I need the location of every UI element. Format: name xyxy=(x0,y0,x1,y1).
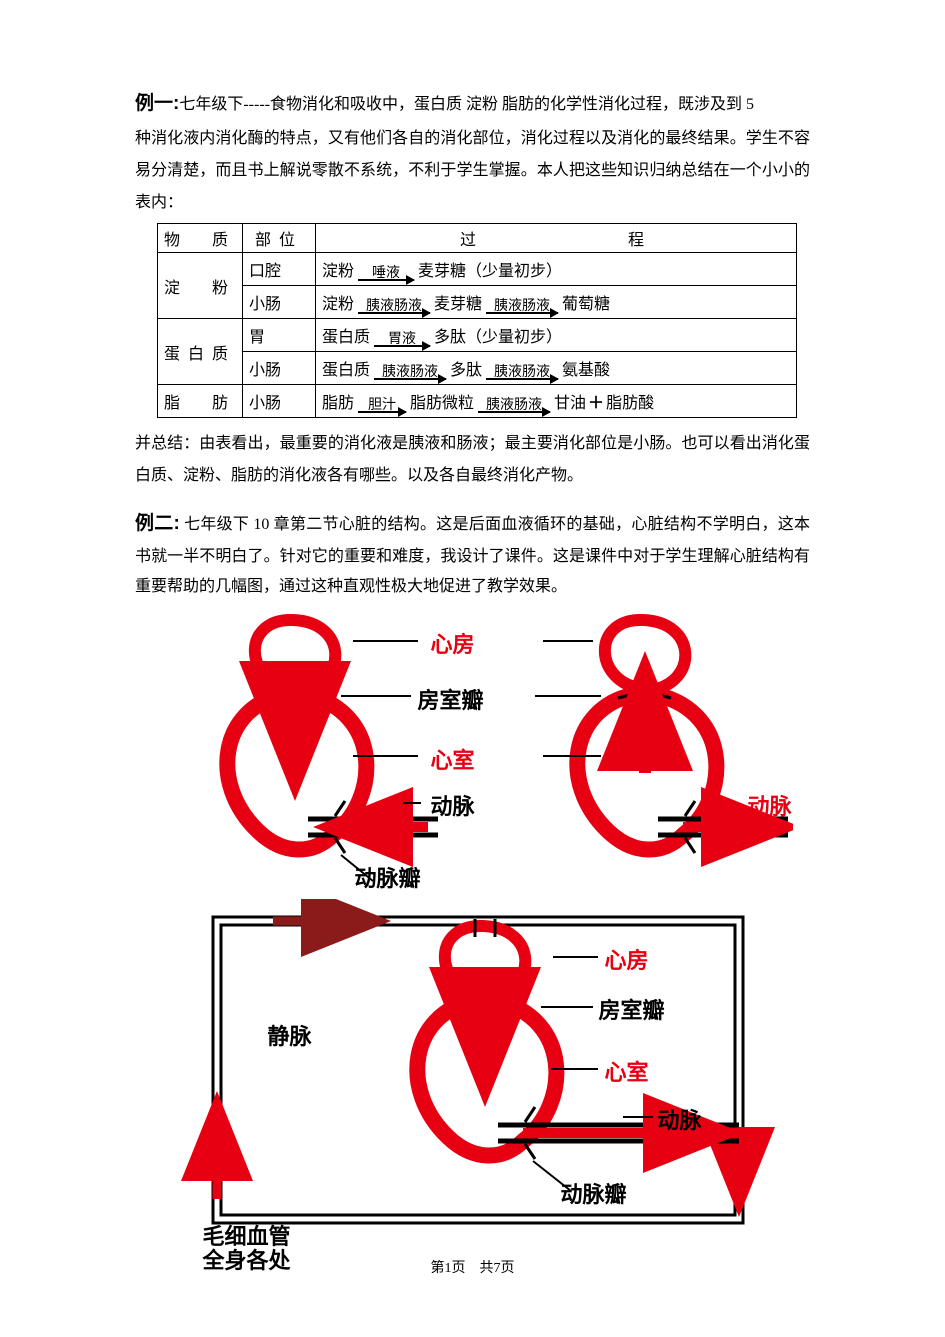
cell-site: 小肠 xyxy=(243,385,316,418)
step-text: 麦芽糖（少量初步） xyxy=(418,257,562,281)
label-artery: 动脉 xyxy=(431,789,475,821)
label-artery2: 动脉 xyxy=(658,1103,702,1135)
table-row: 淀 粉 口腔 淀粉 唾液 麦芽糖（少量初步） xyxy=(158,253,797,286)
cell-substance: 淀 粉 xyxy=(158,253,243,319)
digestion-table: 物 质 部位 过 程 淀 粉 口腔 淀粉 唾液 麦芽糖（少量初步） 小肠 淀粉 xyxy=(157,223,797,418)
label-atrium2: 心房 xyxy=(605,943,649,975)
table-row: 小肠 蛋白质 胰液肠液 多肽 胰液肠液 氨基酸 xyxy=(158,352,797,385)
label-av-valve: 房室瓣 xyxy=(418,683,484,715)
reaction-arrow: 胰液肠液 xyxy=(374,366,446,380)
label-artery-valve2: 动脉瓣 xyxy=(561,1177,627,1209)
th-site: 部位 xyxy=(243,224,316,253)
step-text: 脂肪酸 xyxy=(606,389,654,413)
reaction-arrow: 唾液 xyxy=(358,267,414,281)
label-ventricle2: 心室 xyxy=(605,1055,649,1087)
reaction-arrow: 胃液 xyxy=(374,333,430,347)
step-text: 氨基酸 xyxy=(562,356,610,380)
process-flow: 蛋白质 胃液 多肽（少量初步） xyxy=(322,321,790,349)
plus-sign: ＋ xyxy=(588,389,604,413)
cell-substance: 蛋白质 xyxy=(158,319,243,385)
cell-process: 蛋白质 胃液 多肽（少量初步） xyxy=(316,319,797,352)
ex1-label: 例一: xyxy=(135,93,179,114)
ex2-label: 例二: xyxy=(135,513,180,534)
ex2-intro-text: 七年级下 10 章第二节心脏的结构。这是后面血液循环的基础，心脏结构不学明白，这… xyxy=(135,516,810,595)
page-footer: 第1页 共7页 xyxy=(0,1257,945,1277)
step-text: 葡萄糖 xyxy=(562,290,610,314)
step-text: 淀粉 xyxy=(322,257,354,281)
page: 例一:七年级下-----食物消化和吸收中，蛋白质 淀粉 脂肪的化学性消化过程，既… xyxy=(0,0,945,1299)
label-av-valve2: 房室瓣 xyxy=(599,993,665,1025)
label-atrium: 心房 xyxy=(431,627,475,659)
cell-site: 胃 xyxy=(243,319,316,352)
step-text: 多肽（少量初步） xyxy=(434,323,562,347)
table-header-row: 物 质 部位 过 程 xyxy=(158,224,797,253)
step-text: 麦芽糖 xyxy=(434,290,482,314)
step-text: 脂肪 xyxy=(322,389,354,413)
ex2-intro: 例二: 七年级下 10 章第二节心脏的结构。这是后面血液循环的基础，心脏结构不学… xyxy=(135,506,810,603)
heart-diagram-bottom: 静脉 心房 房室瓣 心室 动脉 动脉瓣 毛细血管 全身各处 xyxy=(153,899,793,1259)
th-process: 过 程 xyxy=(316,224,797,253)
cell-process: 脂肪 胆汁 脂肪微粒 胰液肠液 甘油 ＋ 脂肪酸 xyxy=(316,385,797,418)
step-text: 脂肪微粒 xyxy=(410,389,474,413)
cell-substance: 脂 肪 xyxy=(158,385,243,418)
label-ventricle: 心室 xyxy=(431,743,475,775)
cell-process: 淀粉 唾液 麦芽糖（少量初步） xyxy=(316,253,797,286)
cell-site: 小肠 xyxy=(243,286,316,319)
ex1-intro-rest: 种消化液内消化酶的特点，又有他们各自的消化部位，消化过程以及消化的最终结果。学生… xyxy=(135,123,810,219)
reaction-arrow: 胰液肠液 xyxy=(478,399,550,413)
process-flow: 蛋白质 胰液肠液 多肽 胰液肠液 氨基酸 xyxy=(322,354,790,382)
reaction-arrow: 胰液肠液 xyxy=(486,300,558,314)
step-text: 蛋白质 xyxy=(322,356,370,380)
cell-process: 蛋白质 胰液肠液 多肽 胰液肠液 氨基酸 xyxy=(316,352,797,385)
step-text: 多肽 xyxy=(450,356,482,380)
label-artery-right: 动脉 xyxy=(748,789,792,821)
label-vein: 静脉 xyxy=(268,1019,312,1051)
step-text: 淀粉 xyxy=(322,290,354,314)
table-row: 脂 肪 小肠 脂肪 胆汁 脂肪微粒 胰液肠液 甘油 ＋ 脂肪酸 xyxy=(158,385,797,418)
process-flow: 脂肪 胆汁 脂肪微粒 胰液肠液 甘油 ＋ 脂肪酸 xyxy=(322,387,790,415)
step-text: 蛋白质 xyxy=(322,323,370,347)
heart-diagram-bottom-svg xyxy=(153,899,793,1259)
ex1-summary: 并总结：由表看出，最重要的消化液是胰液和肠液；最主要消化部位是小肠。也可以看出消… xyxy=(135,428,810,492)
reaction-arrow: 胆汁 xyxy=(358,399,406,413)
ex1-intro: 例一:七年级下-----食物消化和吸收中，蛋白质 淀粉 脂肪的化学性消化过程，既… xyxy=(135,85,810,123)
ex1-intro-line1: 七年级下-----食物消化和吸收中，蛋白质 淀粉 脂肪的化学性消化过程，既涉及到… xyxy=(179,96,754,113)
label-artery-valve: 动脉瓣 xyxy=(355,861,421,893)
process-flow: 淀粉 唾液 麦芽糖（少量初步） xyxy=(322,255,790,283)
step-text: 甘油 xyxy=(554,389,586,413)
th-substance: 物 质 xyxy=(158,224,243,253)
reaction-arrow: 胰液肠液 xyxy=(358,300,430,314)
cell-site: 小肠 xyxy=(243,352,316,385)
table-row: 蛋白质 胃 蛋白质 胃液 多肽（少量初步） xyxy=(158,319,797,352)
cell-process: 淀粉 胰液肠液 麦芽糖 胰液肠液 葡萄糖 xyxy=(316,286,797,319)
table-row: 小肠 淀粉 胰液肠液 麦芽糖 胰液肠液 葡萄糖 xyxy=(158,286,797,319)
heart-diagram-top: 心房 房室瓣 心室 动脉 动脉 动脉瓣 xyxy=(153,611,793,891)
reaction-arrow: 胰液肠液 xyxy=(486,366,558,380)
process-flow: 淀粉 胰液肠液 麦芽糖 胰液肠液 葡萄糖 xyxy=(322,288,790,316)
cell-site: 口腔 xyxy=(243,253,316,286)
